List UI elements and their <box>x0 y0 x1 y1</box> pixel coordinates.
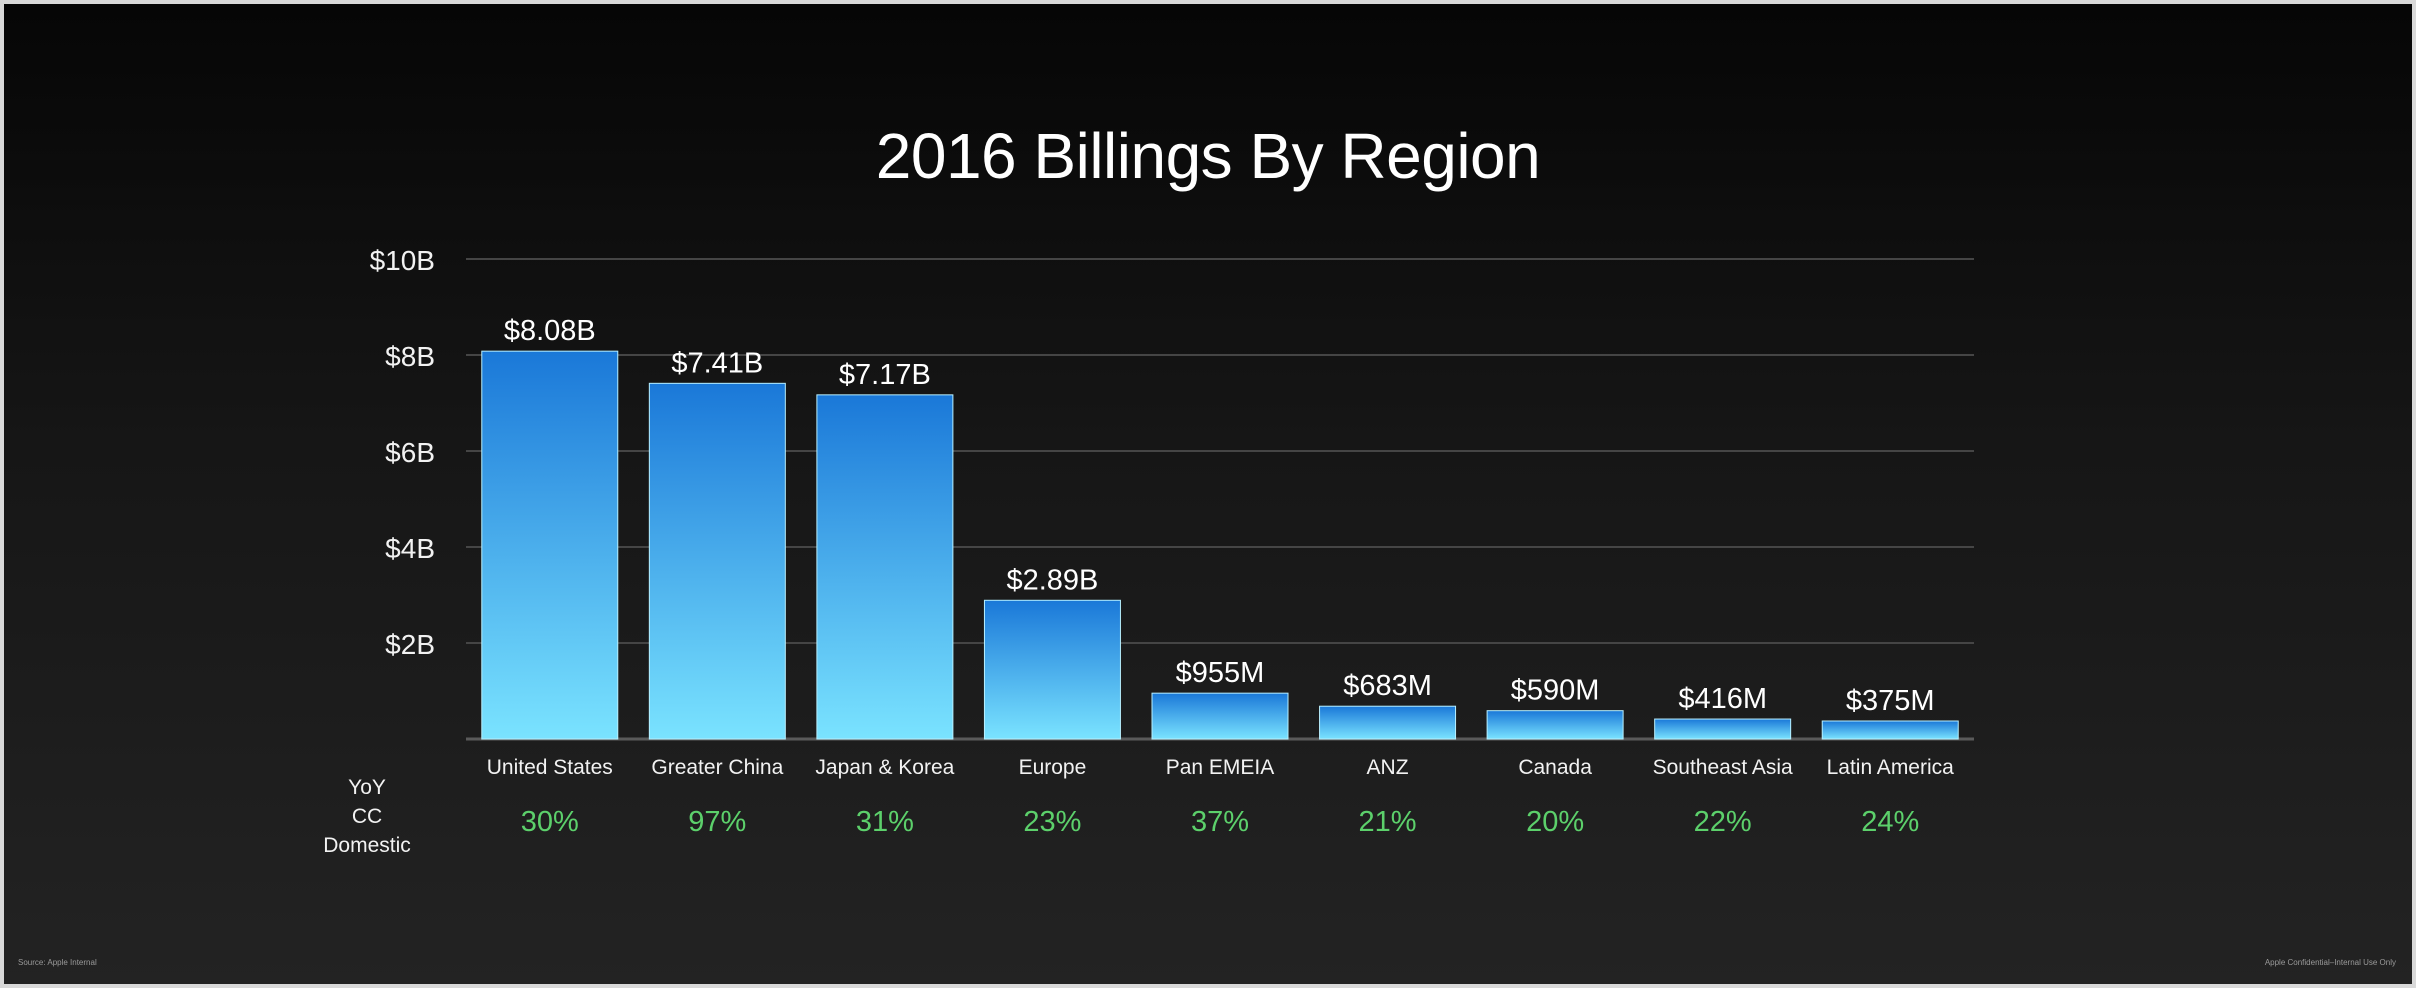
yoy-growth-value: 22% <box>1694 806 1752 838</box>
y-tick-label: $6B <box>385 437 435 468</box>
bar-southeast-asia <box>1654 718 1792 740</box>
x-category-label: ANZ <box>1367 756 1409 779</box>
bar-canada <box>1486 710 1624 740</box>
bar-value-label: $375M <box>1846 685 1935 717</box>
bar-greater-china <box>648 382 786 740</box>
bar-value-label: $955M <box>1176 657 1265 689</box>
bar-japan-korea <box>816 394 954 740</box>
yoy-growth-value: 20% <box>1526 806 1584 838</box>
x-category-label: United States <box>487 756 613 779</box>
bar-value-label: $416M <box>1678 683 1767 715</box>
bar-value-label: $7.17B <box>839 359 931 391</box>
y-tick-label: $10B <box>370 245 435 276</box>
x-category-label: Pan EMEIA <box>1166 756 1275 779</box>
chart-title: 2016 Billings By Region <box>875 120 1541 192</box>
bar-value-label: $8.08B <box>504 315 596 347</box>
bar-anz <box>1319 705 1457 740</box>
confidentiality-footnote: Apple Confidential–Internal Use Only <box>2264 958 2396 967</box>
bar-united-states <box>481 350 619 740</box>
yoy-row-label: CC <box>352 805 382 828</box>
bar-europe <box>983 599 1121 740</box>
source-footnote: Source: Apple Internal <box>18 958 97 967</box>
yoy-growth-value: 24% <box>1861 806 1919 838</box>
bar-chart: $2B $4B $6B $8B $10B $8.08B United States 30% $7… <box>323 245 1974 857</box>
yoy-row-label: Domestic <box>323 834 411 857</box>
y-tick-label: $2B <box>385 629 435 660</box>
yoy-row-label: YoY <box>348 776 386 799</box>
x-category-label: Japan & Korea <box>815 756 954 779</box>
yoy-growth-value: 23% <box>1023 806 1081 838</box>
bar-value-label: $2.89B <box>1006 564 1098 596</box>
bar-latin-america <box>1821 720 1959 740</box>
x-category-label: Greater China <box>651 756 783 779</box>
yoy-growth-value: 21% <box>1359 806 1417 838</box>
x-category-label: Southeast Asia <box>1653 756 1793 779</box>
x-category-label: Canada <box>1518 756 1592 779</box>
yoy-growth-value: 30% <box>521 806 579 838</box>
x-category-label: Europe <box>1019 756 1087 779</box>
yoy-growth-value: 31% <box>856 806 914 838</box>
yoy-growth-value: 37% <box>1191 806 1249 838</box>
y-tick-label: $8B <box>385 341 435 372</box>
bar-value-label: $7.41B <box>671 347 763 379</box>
bar-value-label: $590M <box>1511 675 1600 707</box>
x-category-label: Latin America <box>1827 756 1955 779</box>
yoy-growth-value: 97% <box>688 806 746 838</box>
bar-value-label: $683M <box>1343 670 1432 702</box>
y-tick-label: $4B <box>385 533 435 564</box>
bar-pan-emeia <box>1151 692 1289 740</box>
